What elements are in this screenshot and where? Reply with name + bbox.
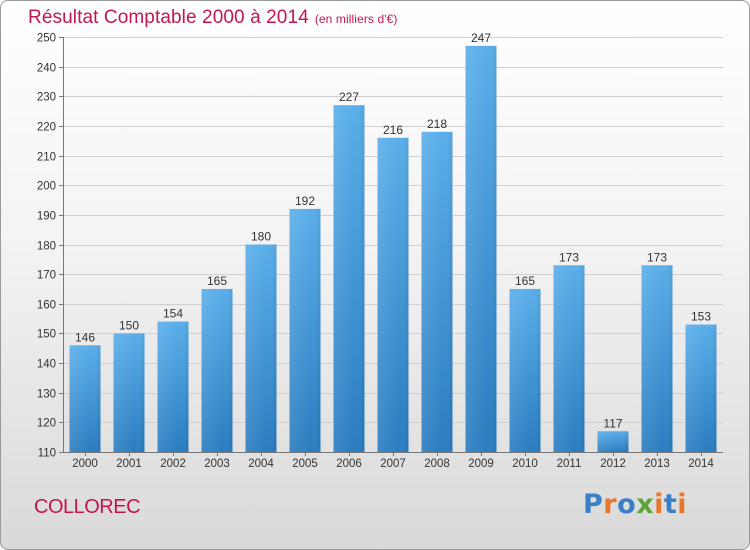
x-tick-label: 2011: [557, 458, 582, 470]
y-tick-label: 120: [37, 418, 56, 430]
x-tick-label: 2001: [116, 458, 142, 470]
x-tick-label: 2008: [424, 458, 450, 470]
data-label: 117: [603, 416, 622, 430]
chart-title: Résultat Comptable 2000 à 2014 (en millie…: [28, 7, 398, 29]
place-name: COLLOREC: [34, 496, 141, 518]
data-label: 154: [163, 307, 183, 321]
data-label: 180: [251, 230, 271, 244]
bar-shade: [289, 208, 321, 452]
x-tick-label: 2007: [380, 458, 406, 470]
y-tick-label: 150: [37, 329, 56, 341]
bar-shade: [245, 244, 277, 452]
data-label: 218: [427, 117, 447, 131]
y-tick-label: 230: [37, 92, 56, 104]
chart-subtitle: (en milliers d'€): [314, 12, 398, 26]
bar-shade: [509, 288, 541, 452]
y-tick-label: 220: [37, 122, 56, 134]
bar-shade: [641, 265, 673, 452]
data-label: 227: [339, 90, 359, 104]
x-tick-label: 2003: [204, 458, 230, 470]
x-tick-label: 2014: [688, 458, 714, 470]
x-tick-label: 2010: [512, 458, 538, 470]
x-tick-label: 2005: [292, 458, 318, 470]
y-tick-label: 130: [37, 389, 56, 401]
brand-letter: r: [603, 489, 618, 520]
brand-letter: P: [583, 489, 604, 520]
y-tick-label: 140: [37, 359, 56, 371]
bar-shade: [201, 288, 233, 452]
y-tick-label: 190: [37, 211, 56, 223]
bar-shade: [597, 431, 629, 452]
x-tick-labels: 2000 2001 2002 2003 2004 2005 2006 2007 2008 2009…: [72, 458, 714, 470]
data-label: 173: [559, 250, 579, 264]
data-label: 216: [383, 123, 403, 137]
y-tick-label: 210: [37, 152, 56, 164]
data-label: 173: [647, 250, 667, 264]
x-tick-label: 2004: [248, 458, 274, 470]
y-tick-label: 110: [38, 448, 56, 460]
brand-letter: t: [663, 489, 678, 520]
bar-shade: [333, 105, 365, 452]
brand-letter: i: [654, 489, 664, 520]
chart-title-text: Résultat Comptable 2000 à 2014: [28, 7, 309, 28]
bar-shade: [377, 137, 409, 453]
bar-shade: [553, 265, 585, 452]
x-tick-label: 2013: [644, 458, 670, 470]
data-label: 192: [295, 194, 315, 208]
bar-shade: [157, 321, 189, 452]
data-label: 146: [75, 330, 95, 344]
y-tick-label: 180: [37, 241, 56, 253]
x-tick-label: 2006: [336, 458, 362, 470]
brand-letter: i: [677, 489, 688, 520]
data-label: 247: [471, 31, 491, 45]
x-tick-label: 2000: [72, 458, 98, 470]
x-tick-label: 2012: [600, 458, 626, 470]
axes: [59, 37, 723, 456]
bar-shade: [465, 45, 497, 453]
proxiti-logo: Proxiti: [583, 489, 687, 520]
brand-letter: x: [636, 489, 655, 520]
bar-shade: [113, 333, 145, 452]
bar-shade: [69, 345, 101, 452]
data-label: 165: [207, 274, 227, 288]
data-label: 165: [515, 274, 535, 288]
bar-shade: [685, 324, 717, 452]
bar-shade: [421, 131, 453, 452]
y-tick-label: 240: [37, 63, 56, 75]
y-tick-label: 200: [37, 181, 56, 193]
value-labels: 146 150 154 165 180 192 227 216 218 247 165 173 117 1…: [75, 31, 711, 430]
y-tick-labels: 110 120 130 140 150 160 170 180 190 200 210 220 230 2…: [37, 33, 56, 460]
y-tick-label: 250: [37, 33, 56, 45]
data-label: 150: [119, 318, 139, 332]
y-tick-label: 170: [37, 270, 56, 282]
brand-letter: o: [617, 489, 637, 520]
y-tick-label: 160: [37, 300, 56, 312]
x-tick-label: 2002: [160, 458, 186, 470]
x-tick-label: 2009: [468, 458, 494, 470]
bars: [69, 45, 717, 453]
data-label: 153: [691, 310, 711, 324]
